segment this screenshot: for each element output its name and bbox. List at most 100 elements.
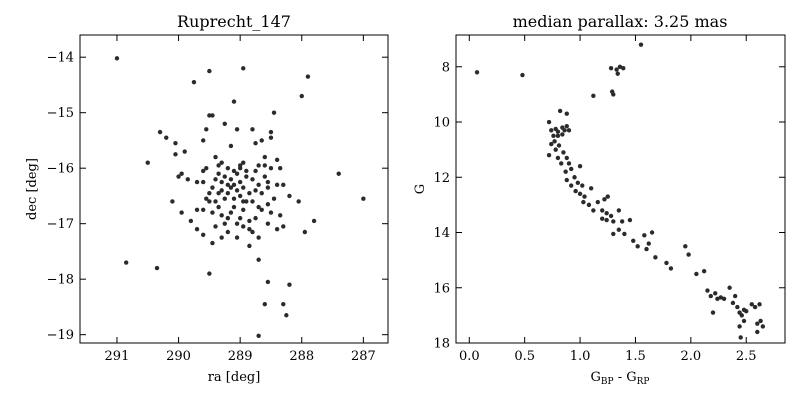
data-point (604, 210, 609, 216)
y-ticks: 8 10 12 14 16 18 (433, 60, 785, 352)
y-tick-label: −19 (47, 328, 74, 343)
data-point (553, 147, 558, 152)
data-point (732, 293, 738, 299)
data-point (222, 221, 227, 226)
data-point (213, 177, 218, 182)
data-point (185, 177, 190, 182)
data-point (256, 333, 261, 338)
data-point (201, 168, 206, 174)
data-point (721, 296, 727, 302)
data-point (179, 171, 184, 176)
chart-ruprecht-147: Ruprecht_147 291 290 289 288 287 −14−15−16−1… (25, 12, 389, 385)
data-point (225, 182, 231, 188)
plot-frame (79, 34, 389, 344)
data-point (265, 279, 271, 285)
data-point (231, 99, 237, 104)
y-tick-label: 8 (442, 60, 450, 75)
data-point (213, 199, 218, 204)
data-point (268, 165, 274, 171)
data-point (170, 199, 175, 204)
data-point (207, 68, 212, 74)
data-point (555, 133, 561, 139)
data-point (600, 216, 605, 221)
data-point (234, 235, 240, 240)
data-point (552, 139, 557, 144)
data-point (265, 185, 271, 190)
data-point (575, 180, 581, 185)
data-point (179, 210, 184, 215)
data-point (520, 72, 525, 78)
data-point (222, 121, 227, 126)
data-point (253, 215, 258, 221)
data-point (244, 174, 249, 179)
data-point (755, 329, 760, 335)
x-tick-label: 288 (289, 349, 314, 364)
data-point (154, 265, 160, 271)
data-point (253, 141, 258, 146)
x-axis-label: ra [deg] (208, 370, 261, 385)
data-point (228, 210, 234, 215)
x-tick-label: 1.5 (625, 349, 646, 364)
data-point (247, 227, 252, 232)
data-point (256, 235, 261, 240)
data-point (608, 213, 614, 219)
data-point (757, 302, 762, 307)
data-point (216, 171, 221, 176)
data-point (591, 208, 596, 213)
data-point (256, 163, 261, 168)
data-point (686, 252, 691, 257)
data-point (114, 56, 120, 61)
data-point (573, 188, 578, 194)
y-tick-label: −16 (47, 162, 74, 177)
data-point (222, 196, 227, 201)
x-tick-label: 291 (105, 349, 130, 364)
y-tick-label: 16 (433, 281, 450, 296)
data-point (727, 285, 732, 290)
data-point (718, 295, 723, 300)
data-point (616, 208, 622, 213)
data-point (563, 169, 568, 174)
data-point (219, 160, 224, 165)
data-point (256, 204, 261, 210)
data-point (638, 42, 644, 47)
x-tick-label: 0.5 (514, 349, 535, 364)
data-point (222, 174, 227, 179)
x-axis-label-sub2: RP (637, 377, 650, 387)
data-point (305, 74, 311, 79)
data-point (621, 65, 626, 71)
y-tick-label: −17 (47, 217, 74, 232)
data-point (274, 227, 280, 232)
data-point (649, 230, 655, 235)
x-tick-label: 2.5 (736, 349, 757, 364)
data-point (237, 193, 243, 199)
data-point (157, 129, 163, 135)
data-point (219, 213, 224, 218)
data-point (241, 66, 246, 71)
data-point (225, 190, 231, 196)
data-point (278, 165, 283, 171)
data-point (173, 141, 178, 146)
data-point (194, 179, 200, 185)
data-point (262, 154, 267, 160)
data-point (694, 271, 699, 277)
data-point (617, 64, 623, 69)
data-point (557, 108, 563, 114)
y-tick-label: 18 (433, 337, 450, 352)
data-point (595, 199, 600, 205)
data-point (207, 271, 212, 276)
data-point (608, 65, 614, 71)
data-point (210, 113, 215, 118)
data-point (262, 163, 267, 168)
data-point (549, 128, 554, 133)
data-point (602, 197, 607, 202)
data-point (268, 135, 274, 140)
data-point (237, 163, 243, 168)
data-point (228, 177, 234, 182)
data-point (604, 217, 609, 223)
data-point (281, 182, 286, 188)
data-point (708, 293, 713, 299)
data-point (244, 199, 249, 204)
data-point (564, 111, 569, 116)
data-point (247, 218, 252, 224)
data-point (299, 93, 304, 99)
